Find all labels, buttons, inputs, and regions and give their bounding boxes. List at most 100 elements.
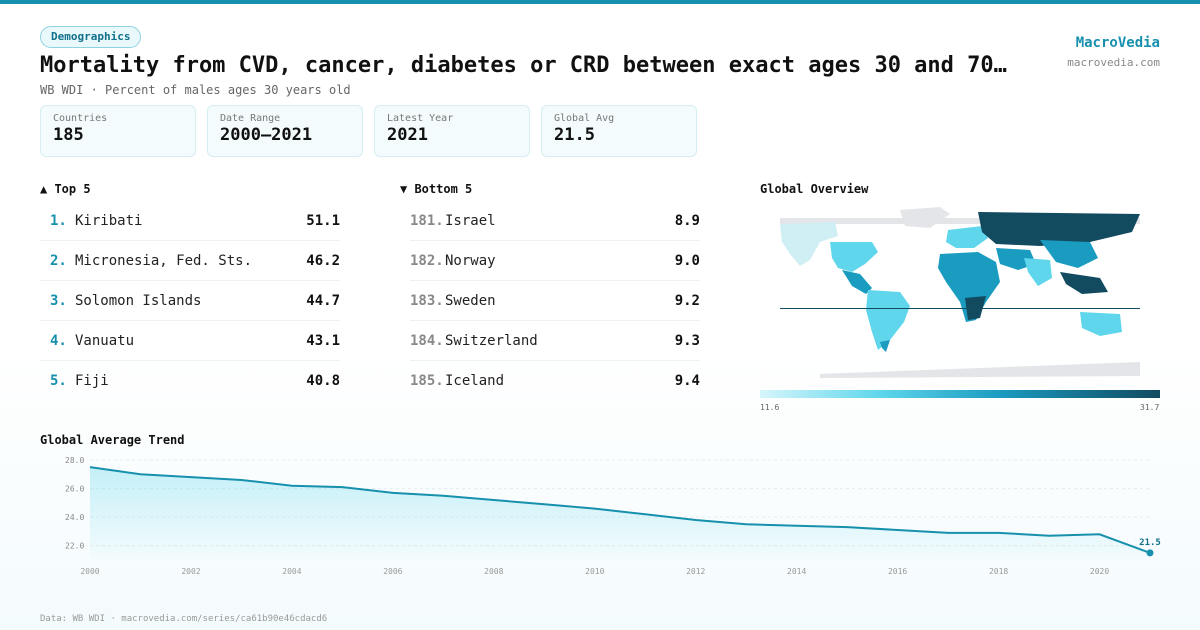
- list-item[interactable]: 4. Vanuatu 43.1: [40, 321, 340, 361]
- china-shape[interactable]: [1040, 240, 1098, 268]
- europe-shape[interactable]: [946, 226, 988, 248]
- legend-max-label: 31.7: [1140, 403, 1160, 412]
- north-america-north-shape[interactable]: [780, 222, 838, 266]
- top-accent-bar: [0, 0, 1200, 4]
- south-america-shape[interactable]: [866, 290, 910, 350]
- global-average-trend-chart[interactable]: 22.0 24.0 26.0 28.0 2000 2002 2004 2006 2008 2010…: [40, 450, 1180, 590]
- rank-number: 5.: [50, 373, 67, 389]
- russia-shape[interactable]: [978, 212, 1140, 246]
- stat-label: Date Range: [220, 113, 281, 124]
- color-scale-bar: [760, 390, 1160, 398]
- equator-line: [780, 308, 1140, 309]
- stat-card-countries: Countries 185: [40, 105, 196, 157]
- brand-logo[interactable]: MacroVedia: [1075, 35, 1160, 51]
- australia-shape[interactable]: [1080, 312, 1122, 336]
- country-value: 9.0: [674, 252, 700, 269]
- stat-label: Latest Year: [387, 113, 454, 124]
- rank-number: 3.: [50, 292, 67, 309]
- africa-shape[interactable]: [938, 252, 1000, 322]
- x-tick-label: 2016: [888, 567, 907, 576]
- stat-value: 185: [53, 125, 84, 145]
- x-tick-label: 2014: [787, 567, 806, 576]
- southern-cone-shape[interactable]: [880, 340, 890, 352]
- country-value: 43.1: [306, 332, 340, 349]
- country-name: Kiribati: [75, 212, 143, 229]
- country-name: Vanuatu: [75, 332, 135, 349]
- country-name: Micronesia, Fed. Sts.: [75, 252, 253, 269]
- stat-card-global-avg: Global Avg 21.5: [541, 105, 697, 157]
- list-item[interactable]: 1. Kiribati 51.1: [40, 201, 340, 241]
- x-tick-label: 2006: [383, 567, 402, 576]
- country-name: Switzerland: [445, 332, 538, 349]
- rank-number: 185.: [410, 373, 444, 389]
- greenland-shape[interactable]: [900, 207, 950, 228]
- antarctica-shape: [820, 362, 1140, 378]
- map-heading: Global Overview: [760, 182, 869, 196]
- country-value: 40.8: [306, 373, 340, 389]
- country-value: 9.2: [674, 292, 700, 309]
- stat-value: 21.5: [554, 125, 595, 145]
- rank-number: 181.: [410, 212, 444, 229]
- y-tick-label: 26.0: [65, 485, 84, 494]
- x-tick-label: 2020: [1090, 567, 1109, 576]
- trend-area: [90, 467, 1150, 560]
- rank-number: 1.: [50, 212, 67, 229]
- rank-number: 182.: [410, 252, 444, 269]
- country-name: Israel: [445, 212, 496, 229]
- list-item[interactable]: 181. Israel 8.9: [410, 201, 700, 241]
- country-name: Fiji: [75, 373, 109, 389]
- x-tick-label: 2012: [686, 567, 705, 576]
- list-item[interactable]: 182. Norway 9.0: [410, 241, 700, 281]
- y-tick-label: 22.0: [65, 542, 84, 551]
- last-point-marker: [1146, 549, 1154, 557]
- brand-url[interactable]: macrovedia.com: [1067, 56, 1160, 69]
- world-choropleth-map[interactable]: [760, 202, 1160, 390]
- top5-list: 1. Kiribati 51.1 2. Micronesia, Fed. Sts…: [40, 201, 340, 401]
- bottom5-heading: ▼ Bottom 5: [400, 182, 473, 196]
- world-map-svg[interactable]: [760, 202, 1160, 390]
- last-value-label: 21.5: [1139, 538, 1161, 548]
- india-shape[interactable]: [1024, 258, 1052, 286]
- category-tag[interactable]: Demographics: [40, 26, 142, 48]
- page-subtitle: WB WDI · Percent of males ages 30 years …: [40, 83, 351, 97]
- x-tick-label: 2004: [282, 567, 301, 576]
- country-value: 9.3: [674, 332, 700, 349]
- stat-value: 2000–2021: [220, 125, 313, 145]
- rank-number: 4.: [50, 332, 67, 349]
- country-name: Sweden: [445, 292, 496, 309]
- bottom5-list: 181. Israel 8.9 182. Norway 9.0 183. Swe…: [410, 201, 700, 401]
- country-value: 9.4: [674, 373, 700, 389]
- x-tick-label: 2002: [181, 567, 200, 576]
- y-tick-label: 28.0: [65, 456, 84, 465]
- country-value: 46.2: [306, 252, 340, 269]
- trend-chart-svg[interactable]: 22.0 24.0 26.0 28.0 2000 2002 2004 2006 2008 2010…: [40, 450, 1180, 590]
- top5-heading: ▲ Top 5: [40, 182, 91, 196]
- list-item[interactable]: 2. Micronesia, Fed. Sts. 46.2: [40, 241, 340, 281]
- stat-label: Countries: [53, 113, 108, 124]
- country-name: Solomon Islands: [75, 292, 202, 309]
- list-item[interactable]: 183. Sweden 9.2: [410, 281, 700, 321]
- stat-card-date-range: Date Range 2000–2021: [207, 105, 363, 157]
- page-title: Mortality from CVD, cancer, diabetes or …: [40, 53, 1007, 78]
- list-item[interactable]: 184. Switzerland 9.3: [410, 321, 700, 361]
- list-item[interactable]: 185. Iceland 9.4: [410, 361, 700, 401]
- x-tick-label: 2008: [484, 567, 503, 576]
- stat-card-latest-year: Latest Year 2021: [374, 105, 530, 157]
- stat-label: Global Avg: [554, 113, 615, 124]
- usa-shape[interactable]: [830, 242, 878, 272]
- rank-number: 2.: [50, 252, 67, 269]
- x-tick-label: 2000: [80, 567, 99, 576]
- stat-value: 2021: [387, 125, 428, 145]
- central-america-shape[interactable]: [842, 270, 872, 294]
- footer-source: Data: WB WDI · macrovedia.com/series/ca6…: [40, 614, 328, 624]
- country-value: 51.1: [306, 212, 340, 229]
- southeast-asia-shape[interactable]: [1060, 272, 1108, 294]
- list-item[interactable]: 3. Solomon Islands 44.7: [40, 281, 340, 321]
- x-tick-label: 2018: [989, 567, 1008, 576]
- rank-number: 184.: [410, 332, 444, 349]
- x-tick-label: 2010: [585, 567, 604, 576]
- y-tick-label: 24.0: [65, 513, 84, 522]
- country-name: Norway: [445, 252, 496, 269]
- list-item[interactable]: 5. Fiji 40.8: [40, 361, 340, 401]
- trend-heading: Global Average Trend: [40, 433, 185, 447]
